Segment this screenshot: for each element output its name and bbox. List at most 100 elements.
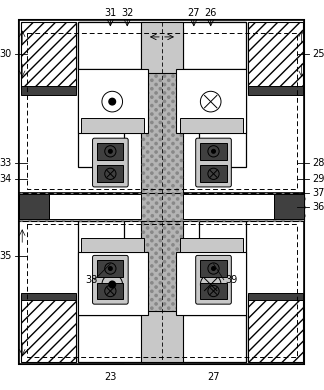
Circle shape [168,282,170,284]
Circle shape [206,193,208,196]
Circle shape [286,206,288,209]
Circle shape [63,193,65,196]
Circle shape [100,215,103,217]
Circle shape [214,202,217,204]
Circle shape [151,28,153,31]
Circle shape [151,96,153,98]
Circle shape [71,193,73,196]
Circle shape [172,227,174,229]
Circle shape [84,206,86,209]
Circle shape [185,215,187,217]
Circle shape [185,206,187,209]
Circle shape [168,37,170,39]
Circle shape [146,345,149,347]
Circle shape [176,197,178,200]
Circle shape [142,239,145,242]
Circle shape [168,54,170,56]
Circle shape [163,126,166,128]
Circle shape [240,193,242,196]
Circle shape [295,206,297,209]
Circle shape [92,198,94,200]
Circle shape [168,214,170,216]
Circle shape [180,202,182,204]
Circle shape [282,211,284,213]
Circle shape [172,202,174,204]
Circle shape [231,211,234,213]
Circle shape [180,286,182,288]
Circle shape [79,219,82,221]
Circle shape [109,206,111,209]
Circle shape [151,79,153,82]
Circle shape [265,193,267,196]
Circle shape [164,202,166,204]
Circle shape [159,54,161,56]
Circle shape [180,142,182,145]
Bar [21,295,76,362]
Circle shape [278,215,280,217]
Circle shape [41,206,44,209]
Circle shape [117,198,120,200]
Circle shape [257,219,259,221]
Circle shape [159,121,161,124]
Circle shape [248,193,250,196]
Circle shape [223,219,225,221]
Circle shape [269,215,272,217]
Circle shape [159,290,161,292]
FancyBboxPatch shape [196,138,231,187]
Circle shape [176,299,178,301]
Circle shape [180,337,182,339]
Circle shape [180,320,182,322]
Circle shape [151,341,153,343]
Circle shape [163,227,166,229]
Circle shape [151,290,153,292]
Circle shape [180,353,182,356]
Circle shape [155,202,157,204]
Circle shape [252,215,255,217]
Text: 27: 27 [188,7,200,18]
Bar [200,283,227,300]
Bar [141,22,182,73]
Circle shape [248,202,250,204]
Circle shape [130,202,132,204]
Circle shape [142,332,145,335]
Circle shape [168,45,170,48]
Circle shape [155,218,157,221]
Circle shape [168,231,170,233]
Circle shape [155,58,157,60]
Circle shape [172,337,174,339]
Circle shape [113,211,115,213]
Circle shape [146,311,149,314]
Circle shape [163,252,166,254]
Bar [200,221,246,362]
Circle shape [92,215,94,217]
Text: 23: 23 [104,372,117,382]
Circle shape [240,202,242,204]
Circle shape [155,337,157,339]
Circle shape [155,269,157,271]
Circle shape [50,198,52,200]
Circle shape [146,100,149,103]
Circle shape [155,160,157,161]
Circle shape [244,215,246,217]
Circle shape [155,210,157,212]
Circle shape [146,126,149,128]
Bar [77,22,124,167]
Circle shape [75,215,77,217]
Circle shape [142,265,145,267]
Circle shape [159,71,161,73]
Circle shape [163,109,166,111]
Circle shape [159,45,161,48]
Circle shape [155,142,157,145]
Bar [97,165,123,182]
Bar [77,69,148,133]
Circle shape [163,184,166,187]
Circle shape [269,198,272,200]
Circle shape [159,189,161,191]
Circle shape [155,50,157,52]
Bar [97,143,123,160]
Circle shape [176,231,178,233]
Circle shape [163,210,166,212]
Circle shape [142,324,145,326]
Circle shape [146,235,149,238]
Circle shape [269,206,272,209]
